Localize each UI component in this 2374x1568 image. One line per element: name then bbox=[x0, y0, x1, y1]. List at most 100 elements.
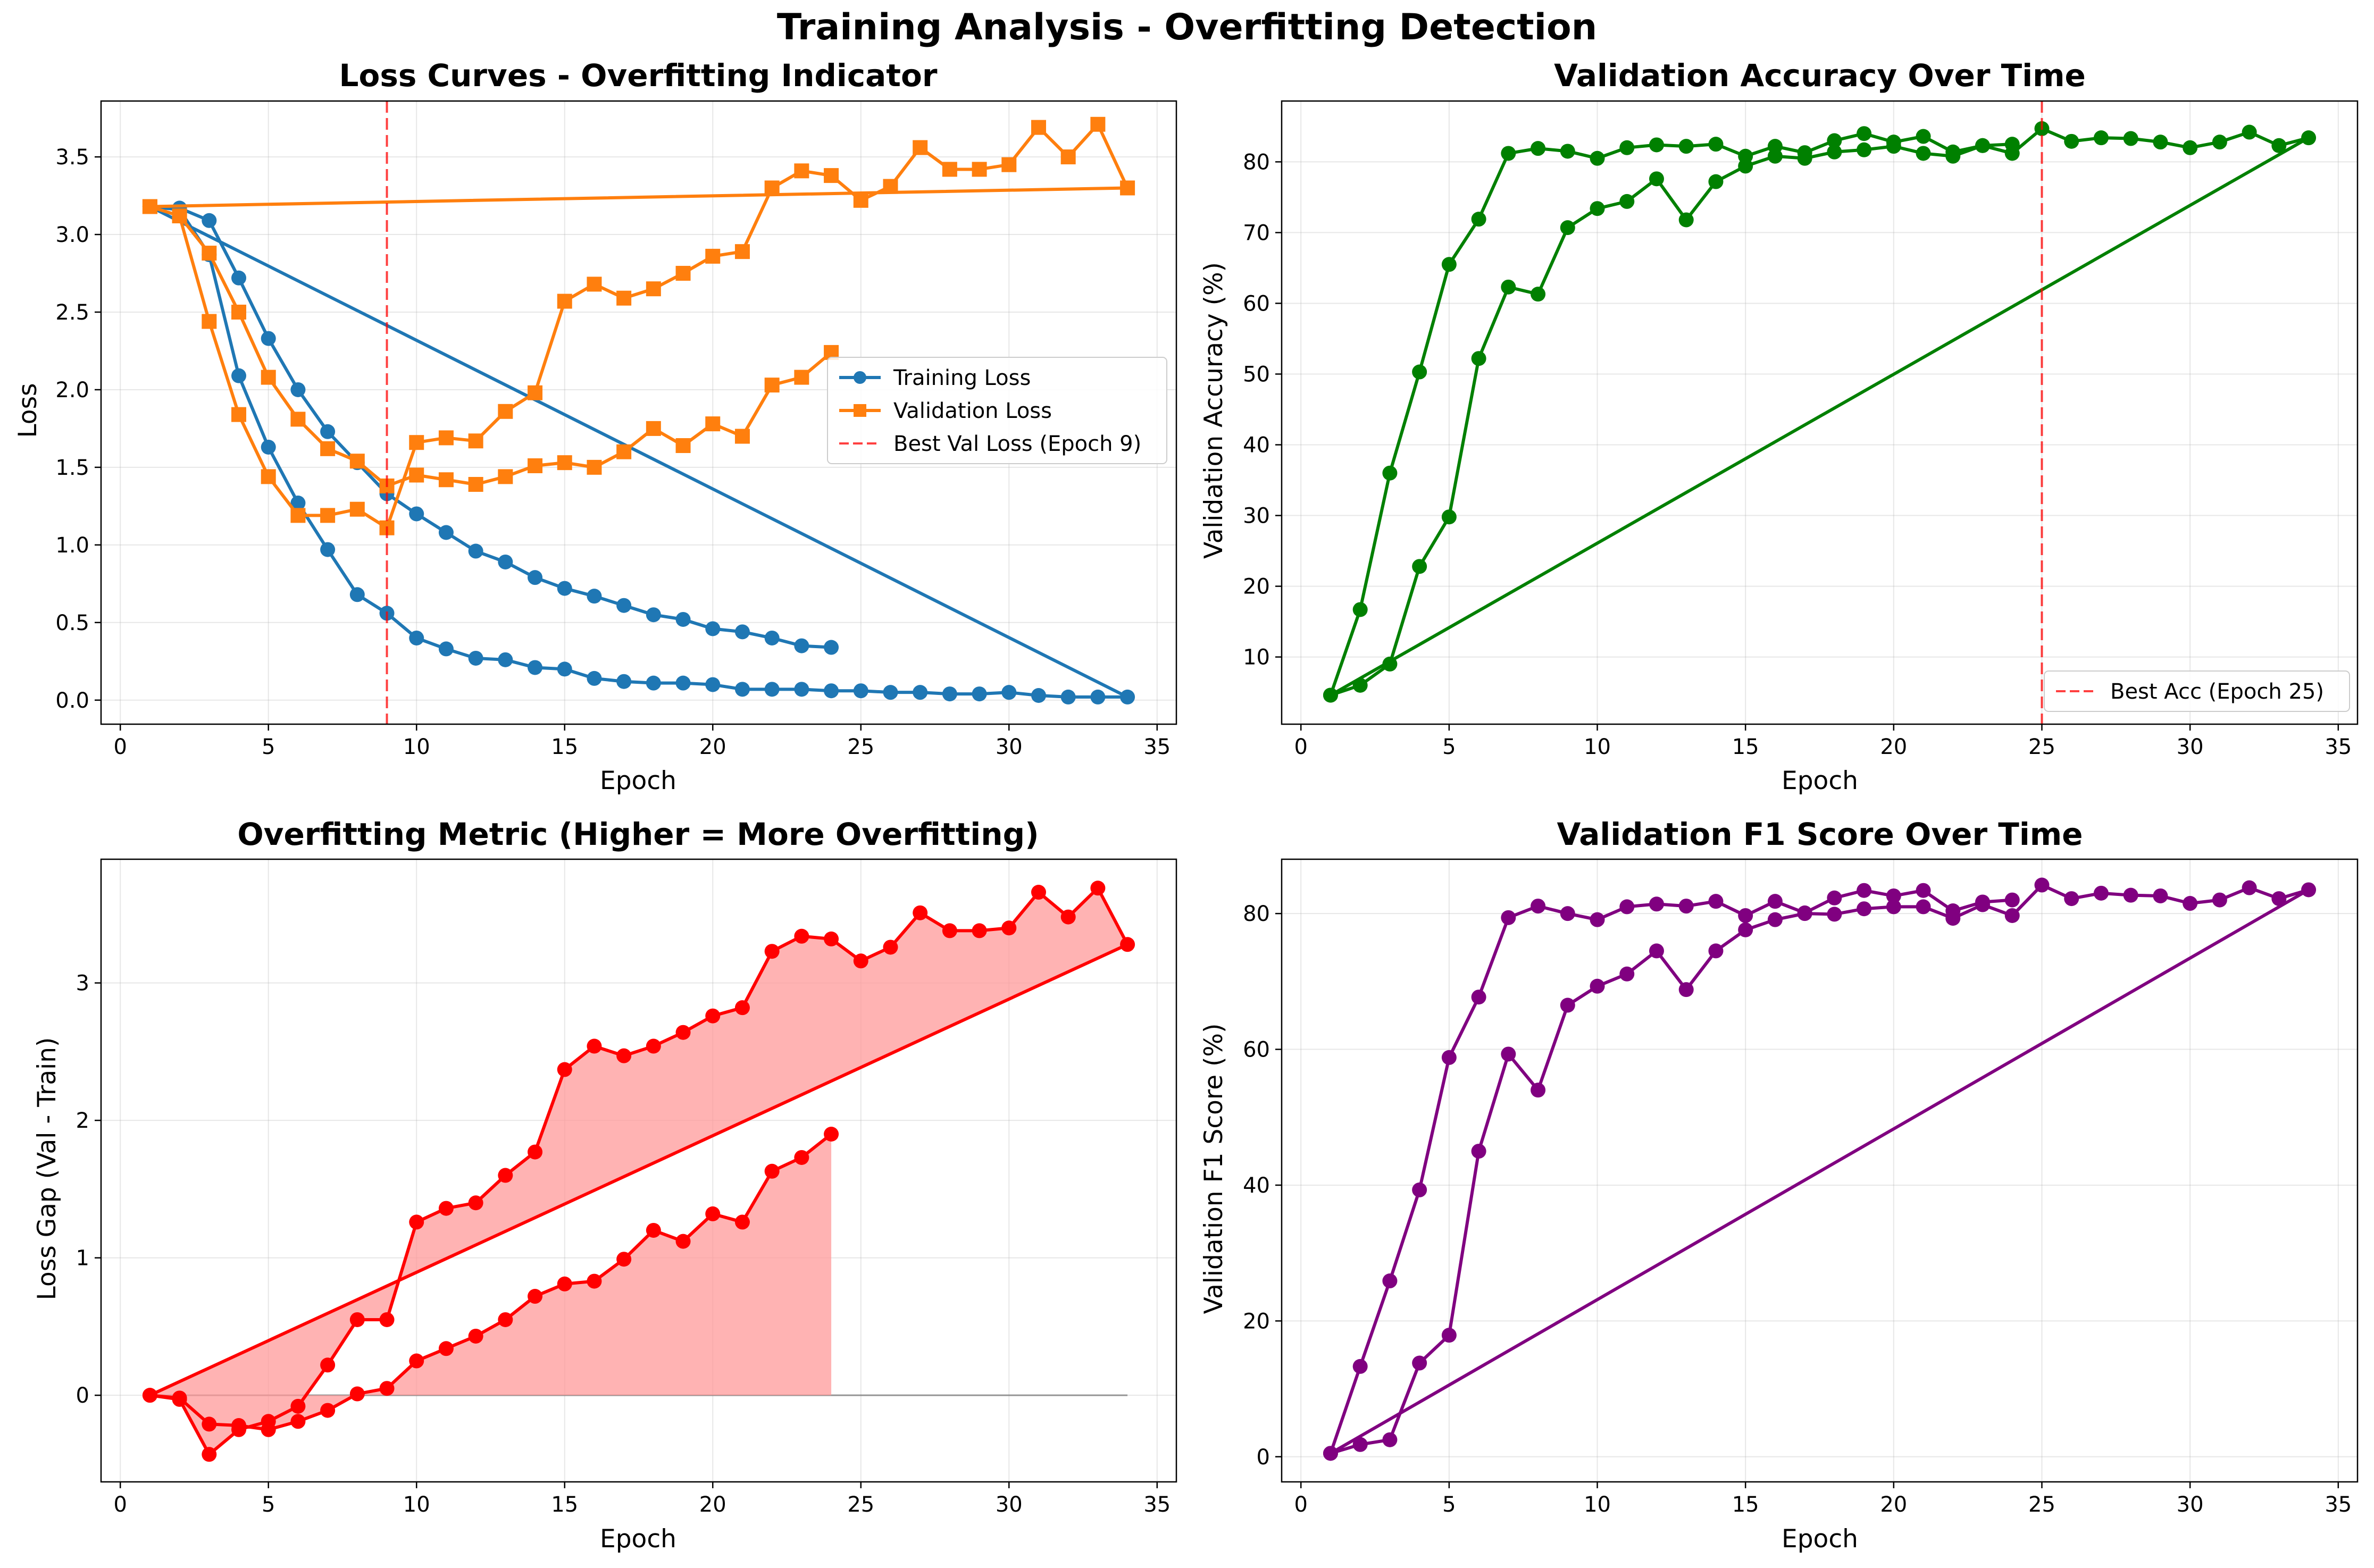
data-point bbox=[824, 683, 839, 699]
series-line bbox=[148, 122, 1130, 530]
data-point bbox=[1560, 906, 1575, 921]
data-point bbox=[1857, 883, 1872, 898]
y-tick-label: 10 bbox=[1243, 645, 1270, 670]
data-point bbox=[734, 429, 750, 444]
data-point bbox=[587, 1273, 602, 1289]
data-point bbox=[646, 607, 661, 623]
data-point bbox=[409, 506, 424, 522]
data-point bbox=[320, 1403, 336, 1418]
data-point bbox=[764, 682, 780, 697]
data-point bbox=[320, 508, 336, 523]
x-tick-label: 15 bbox=[551, 735, 578, 759]
x-tick-label: 30 bbox=[996, 735, 1023, 759]
data-point bbox=[1649, 171, 1664, 187]
legend: Training Loss Validation Loss Best Val Los… bbox=[827, 357, 1167, 464]
x-tick-label: 25 bbox=[2028, 735, 2055, 759]
data-point bbox=[1886, 135, 1901, 150]
y-tick-label: 20 bbox=[1243, 1309, 1270, 1334]
data-point bbox=[1060, 689, 1076, 705]
y-tick-label: 2.0 bbox=[55, 378, 89, 403]
data-point bbox=[1531, 899, 1546, 914]
data-point bbox=[409, 630, 424, 645]
data-point bbox=[1857, 901, 1872, 917]
data-point bbox=[1738, 908, 1753, 923]
x-tick-label: 25 bbox=[847, 735, 874, 759]
data-point bbox=[261, 370, 276, 385]
data-point bbox=[705, 416, 721, 432]
chart-title: Validation Accuracy Over Time bbox=[1554, 57, 2086, 94]
plot-frame bbox=[100, 858, 1177, 1483]
x-tick-label: 15 bbox=[1732, 1492, 1759, 1517]
data-point bbox=[705, 677, 721, 692]
data-point bbox=[320, 424, 336, 439]
plot-frame bbox=[1281, 100, 2359, 725]
data-point bbox=[824, 931, 839, 946]
data-point bbox=[1560, 997, 1575, 1013]
x-tick-label: 10 bbox=[1584, 1492, 1611, 1517]
data-point bbox=[468, 543, 483, 559]
data-point bbox=[1031, 687, 1046, 703]
data-point bbox=[349, 587, 365, 602]
data-point bbox=[1090, 116, 1106, 132]
data-point bbox=[1001, 685, 1017, 700]
data-point bbox=[1501, 910, 1516, 925]
data-point bbox=[2093, 885, 2109, 901]
data-point bbox=[616, 598, 632, 613]
x-tick-label: 15 bbox=[551, 1492, 578, 1517]
data-point bbox=[1767, 139, 1783, 154]
data-point bbox=[528, 385, 543, 400]
data-point bbox=[528, 458, 543, 473]
y-tick-label: 3.5 bbox=[55, 145, 89, 170]
data-point bbox=[1060, 909, 1076, 925]
data-point bbox=[231, 304, 247, 320]
x-tick-label: 20 bbox=[1880, 735, 1907, 759]
x-tick-label: 35 bbox=[2325, 1492, 2352, 1517]
data-point bbox=[587, 670, 602, 686]
data-point bbox=[409, 467, 424, 483]
data-point bbox=[1471, 990, 1486, 1005]
data-point bbox=[290, 508, 306, 523]
data-point bbox=[2212, 892, 2227, 908]
data-point bbox=[824, 640, 839, 655]
data-point bbox=[528, 1289, 543, 1304]
data-point bbox=[1090, 881, 1106, 896]
data-point bbox=[1708, 174, 1724, 189]
data-point bbox=[2004, 137, 2020, 152]
data-point bbox=[1120, 180, 1135, 196]
data-point bbox=[290, 1398, 306, 1414]
series-line bbox=[148, 886, 1130, 1456]
data-point bbox=[320, 542, 336, 557]
data-point bbox=[1382, 656, 1398, 672]
data-point bbox=[675, 1234, 691, 1249]
data-point bbox=[705, 1008, 721, 1024]
data-point bbox=[1886, 899, 1901, 915]
y-tick-label: 60 bbox=[1243, 291, 1270, 316]
x-tick-label: 10 bbox=[403, 1492, 430, 1517]
data-point bbox=[349, 1312, 365, 1327]
data-point bbox=[764, 180, 780, 196]
chart-title: Overfitting Metric (Higher = More Overfi… bbox=[237, 816, 1039, 852]
data-point bbox=[528, 660, 543, 675]
data-point bbox=[1590, 150, 1605, 166]
data-point bbox=[290, 412, 306, 427]
data-point bbox=[1678, 212, 1694, 228]
y-tick-label: 50 bbox=[1243, 362, 1270, 387]
data-point bbox=[1678, 982, 1694, 997]
data-point bbox=[616, 444, 632, 459]
legend-marker bbox=[854, 371, 866, 384]
data-point bbox=[1560, 144, 1575, 159]
legend-label: Best Val Loss (Epoch 9) bbox=[893, 432, 1141, 456]
data-point bbox=[438, 1201, 454, 1216]
data-point bbox=[498, 652, 513, 667]
grid bbox=[1282, 101, 2358, 724]
x-tick-label: 30 bbox=[2177, 735, 2204, 759]
x-tick-label: 0 bbox=[1294, 735, 1307, 759]
data-point bbox=[1501, 1046, 1516, 1062]
data-point bbox=[913, 685, 928, 700]
data-point bbox=[2271, 138, 2287, 153]
data-point bbox=[616, 674, 632, 689]
series-1 bbox=[142, 116, 1135, 535]
x-tick-label: 10 bbox=[403, 735, 430, 759]
x-tick-label: 30 bbox=[996, 1492, 1023, 1517]
